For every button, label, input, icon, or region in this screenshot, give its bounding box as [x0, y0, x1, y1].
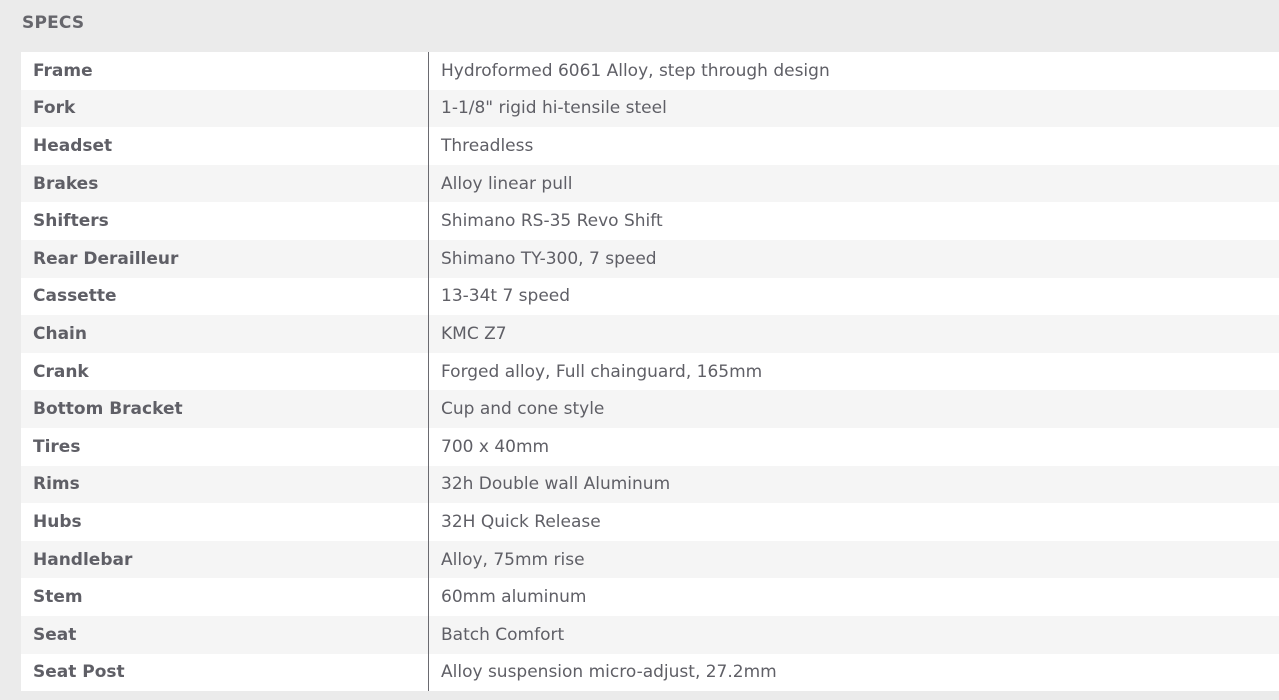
spec-row: Handlebar Alloy, 75mm rise: [21, 540, 1279, 579]
spec-row: Shifters Shimano RS-35 Revo Shift: [21, 202, 1279, 240]
spec-label: Fork: [21, 89, 429, 128]
specs-table: Frame Hydroformed 6061 Alloy, step throug…: [21, 52, 1279, 692]
spec-label: Tires: [21, 427, 429, 466]
spec-label: Rear Derailleur: [21, 239, 429, 278]
spec-label: Seat Post: [21, 653, 429, 692]
spec-row: Bottom Bracket Cup and cone style: [21, 390, 1279, 428]
spec-value: Threadless: [428, 127, 1279, 165]
spec-value: KMC Z7: [428, 315, 1279, 353]
spec-row: Tires 700 x 40mm: [21, 427, 1279, 466]
spec-value: 13-34t 7 speed: [428, 277, 1279, 316]
spec-row: Hubs 32H Quick Release: [21, 503, 1279, 541]
spec-value: Hydroformed 6061 Alloy, step through des…: [428, 52, 1279, 90]
spec-value: 32h Double wall Aluminum: [428, 465, 1279, 504]
spec-row: Brakes Alloy linear pull: [21, 164, 1279, 203]
spec-value: Shimano TY-300, 7 speed: [428, 239, 1279, 278]
spec-row: Cassette 13-34t 7 speed: [21, 277, 1279, 316]
spec-row: Crank Forged alloy, Full chainguard, 165m…: [21, 352, 1279, 391]
spec-label: Brakes: [21, 164, 429, 203]
section-title: SPECS: [22, 13, 85, 33]
spec-value: Batch Comfort: [428, 615, 1279, 654]
spec-value: Alloy linear pull: [428, 164, 1279, 203]
spec-value: 1-1/8" rigid hi-tensile steel: [428, 89, 1279, 128]
spec-value: Alloy suspension micro-adjust, 27.2mm: [428, 653, 1279, 692]
spec-row: Headset Threadless: [21, 127, 1279, 165]
spec-label: Hubs: [21, 503, 429, 541]
spec-label: Seat: [21, 615, 429, 654]
spec-label: Rims: [21, 465, 429, 504]
spec-row: Rear Derailleur Shimano TY-300, 7 speed: [21, 239, 1279, 278]
spec-row: Frame Hydroformed 6061 Alloy, step throug…: [21, 52, 1279, 90]
spec-label: Handlebar: [21, 540, 429, 579]
spec-label: Stem: [21, 578, 429, 616]
spec-label: Headset: [21, 127, 429, 165]
spec-value: Cup and cone style: [428, 390, 1279, 428]
spec-label: Bottom Bracket: [21, 390, 429, 428]
spec-label: Crank: [21, 352, 429, 391]
spec-label: Shifters: [21, 202, 429, 240]
spec-value: Forged alloy, Full chainguard, 165mm: [428, 352, 1279, 391]
spec-value: Alloy, 75mm rise: [428, 540, 1279, 579]
spec-label: Chain: [21, 315, 429, 353]
spec-label: Frame: [21, 52, 429, 90]
spec-value: 60mm aluminum: [428, 578, 1279, 616]
spec-row: Fork 1-1/8" rigid hi-tensile steel: [21, 89, 1279, 128]
spec-value: Shimano RS-35 Revo Shift: [428, 202, 1279, 240]
spec-row: Seat Post Alloy suspension micro-adjust, …: [21, 653, 1279, 692]
spec-value: 700 x 40mm: [428, 427, 1279, 466]
spec-row: Rims 32h Double wall Aluminum: [21, 465, 1279, 504]
spec-row: Chain KMC Z7: [21, 315, 1279, 353]
spec-row: Stem 60mm aluminum: [21, 578, 1279, 616]
spec-row: Seat Batch Comfort: [21, 615, 1279, 654]
spec-value: 32H Quick Release: [428, 503, 1279, 541]
spec-label: Cassette: [21, 277, 429, 316]
